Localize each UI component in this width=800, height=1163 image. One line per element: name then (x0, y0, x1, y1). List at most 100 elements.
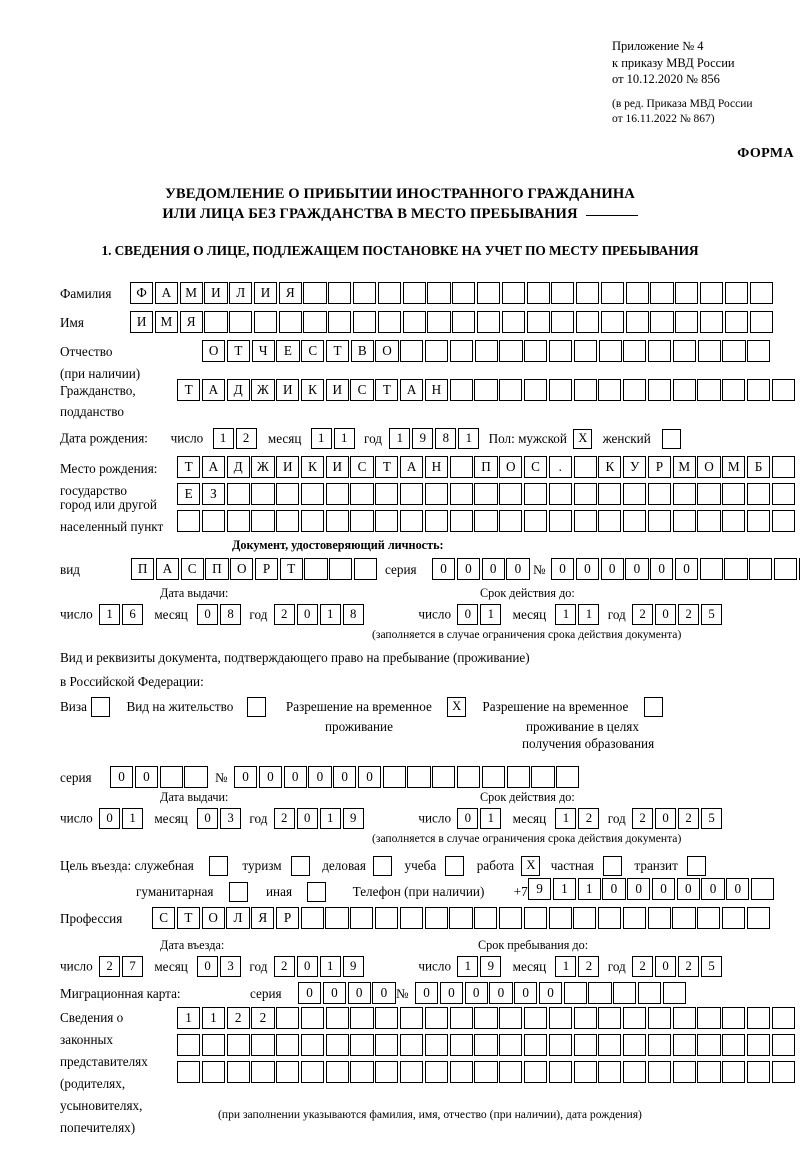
legal-rep-r3-cell-6[interactable] (300, 1061, 325, 1083)
legal-rep-r1-cell-4[interactable]: 2 (251, 1007, 275, 1029)
doc-valid-month-digit-1[interactable]: 1 (555, 604, 577, 625)
surname-cell-1[interactable]: Ф (130, 282, 154, 304)
legal-rep-r3-cell-9[interactable] (375, 1061, 399, 1083)
document-number-cell-5[interactable]: 0 (650, 558, 674, 580)
permit-number-cell-11[interactable] (481, 766, 505, 788)
patronymic-cell-4[interactable]: Е (276, 340, 300, 362)
birth-year-digit-1[interactable]: 1 (389, 428, 411, 449)
name-cell-26[interactable] (749, 311, 773, 333)
name-cell-24[interactable] (699, 311, 724, 333)
permit-series-cell-4[interactable] (184, 766, 208, 788)
birth-place-r2-cell-18[interactable] (598, 483, 622, 505)
document-kind-cell-4[interactable]: П (205, 558, 229, 580)
entry-day-digit-2[interactable]: 7 (122, 956, 144, 977)
legal-rep-r1-cell-2[interactable]: 1 (201, 1007, 225, 1029)
surname-cell-11[interactable] (377, 282, 401, 304)
name-cell-9[interactable] (328, 311, 352, 333)
permit-issue-year-digit-1[interactable]: 2 (273, 808, 295, 829)
entry-year-digit-1[interactable]: 2 (273, 956, 295, 977)
birth-place-r3-cell-25[interactable] (771, 510, 795, 532)
birth-place-r1-cell-1[interactable]: Т (177, 456, 201, 478)
birth-place-r2-cell-21[interactable] (672, 483, 696, 505)
name-cell-18[interactable] (551, 311, 575, 333)
legal-rep-r1-cell-18[interactable] (598, 1007, 622, 1029)
birth-place-r1-cell-21[interactable]: М (672, 456, 696, 478)
name-cell-14[interactable] (452, 311, 476, 333)
permit-valid-year-digit-2[interactable]: 0 (655, 808, 677, 829)
document-number-cell-10[interactable] (774, 558, 798, 580)
legal-rep-r3-cell-16[interactable] (548, 1061, 572, 1083)
citizenship-cell-8[interactable]: С (350, 379, 374, 401)
birth-place-r1-cell-18[interactable]: К (598, 456, 622, 478)
birth-place-r2-cell-19[interactable] (623, 483, 647, 505)
migration-number-cell-5[interactable]: 0 (514, 982, 538, 1004)
name-cell-15[interactable] (476, 311, 501, 333)
permit-number-cell-4[interactable]: 0 (308, 766, 332, 788)
legal-rep-r2-cell-7[interactable] (325, 1034, 349, 1056)
legal-rep-r2-cell-20[interactable] (647, 1034, 672, 1056)
patronymic-cell-17[interactable] (598, 340, 622, 362)
permit-issue-month-digit-2[interactable]: 3 (220, 808, 242, 829)
document-number-cell-9[interactable] (749, 558, 773, 580)
document-kind-cell-3[interactable]: С (180, 558, 204, 580)
birth-year-digit-3[interactable]: 8 (435, 428, 457, 449)
citizenship-cell-11[interactable]: Н (424, 379, 448, 401)
doc-issue-year-digit-4[interactable]: 8 (342, 604, 364, 625)
surname-cell-7[interactable]: Я (278, 282, 302, 304)
purpose-other-checkbox[interactable] (307, 882, 327, 902)
phone-cell-2[interactable]: 1 (552, 878, 576, 900)
legal-rep-r1-cell-9[interactable] (375, 1007, 399, 1029)
citizenship-cell-13[interactable] (474, 379, 498, 401)
citizenship-cell-1[interactable]: Т (177, 379, 201, 401)
birth-place-r1-cell-8[interactable]: С (350, 456, 374, 478)
legal-rep-r2-cell-10[interactable] (400, 1034, 424, 1056)
birth-place-r3-cell-6[interactable] (300, 510, 325, 532)
legal-rep-r2-cell-13[interactable] (474, 1034, 498, 1056)
surname-cell-5[interactable]: Л (229, 282, 253, 304)
legal-rep-r1-cell-15[interactable] (523, 1007, 548, 1029)
birth-place-r1-cell-25[interactable] (771, 456, 795, 478)
profession-cell-5[interactable]: Я (251, 907, 275, 929)
name-cell-22[interactable] (650, 311, 674, 333)
legal-rep-r2-cell-22[interactable] (697, 1034, 721, 1056)
profession-cell-23[interactable] (697, 907, 721, 929)
birth-place-r2-cell-1[interactable]: Е (177, 483, 201, 505)
surname-cell-6[interactable]: И (253, 282, 278, 304)
birth-place-r2-cell-6[interactable] (300, 483, 325, 505)
citizenship-cell-4[interactable]: Ж (251, 379, 275, 401)
birth-place-r2-cell-13[interactable] (474, 483, 498, 505)
entry-day-digit-1[interactable]: 2 (99, 956, 121, 977)
legal-rep-r3-cell-19[interactable] (623, 1061, 647, 1083)
name-cell-20[interactable] (600, 311, 625, 333)
legal-rep-r1-cell-1[interactable]: 1 (177, 1007, 201, 1029)
legal-rep-r2-cell-15[interactable] (523, 1034, 548, 1056)
birth-place-r3-cell-2[interactable] (201, 510, 225, 532)
doc-issue-year-digit-1[interactable]: 2 (273, 604, 295, 625)
legal-rep-r2-cell-5[interactable] (276, 1034, 300, 1056)
permit-valid-day-digit-2[interactable]: 1 (480, 808, 502, 829)
birth-place-r3-cell-8[interactable] (350, 510, 374, 532)
patronymic-cell-8[interactable]: О (375, 340, 399, 362)
permit-number-cell-2[interactable]: 0 (258, 766, 282, 788)
legal-rep-r3-cell-17[interactable] (573, 1061, 597, 1083)
migration-series-cell-1[interactable]: 0 (298, 982, 322, 1004)
surname-cell-23[interactable] (675, 282, 699, 304)
profession-cell-3[interactable]: О (201, 907, 225, 929)
surname-cell-25[interactable] (724, 282, 748, 304)
permit-series-cell-1[interactable]: 0 (110, 766, 134, 788)
legal-rep-r1-cell-10[interactable] (400, 1007, 424, 1029)
surname-cell-3[interactable]: М (179, 282, 203, 304)
surname-cell-18[interactable] (551, 282, 575, 304)
legal-rep-r3-cell-11[interactable] (424, 1061, 448, 1083)
birth-place-r1-cell-6[interactable]: К (300, 456, 325, 478)
legal-rep-r2-cell-14[interactable] (499, 1034, 523, 1056)
profession-cell-19[interactable] (598, 907, 622, 929)
citizenship-cell-6[interactable]: К (300, 379, 325, 401)
migration-number-cell-1[interactable]: 0 (415, 982, 439, 1004)
name-cell-11[interactable] (377, 311, 401, 333)
